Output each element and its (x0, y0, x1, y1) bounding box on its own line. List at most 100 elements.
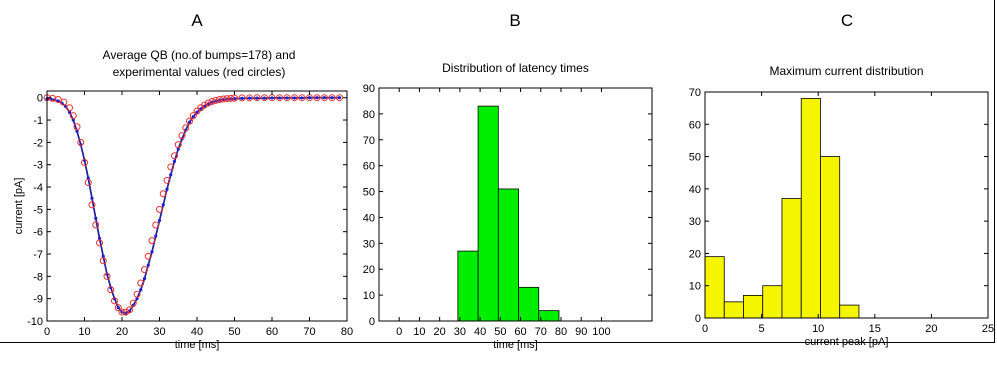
x-tick-label: 90 (575, 326, 587, 338)
experimental-circle (73, 123, 81, 131)
average-qb-line (46, 97, 340, 314)
x-tick-label: 70 (303, 326, 315, 338)
experimental-circle (84, 179, 92, 187)
experimental-circle (77, 138, 85, 146)
experimental-circle (163, 176, 171, 184)
panel-letter-A: A (191, 11, 203, 30)
x-tick-label: 30 (454, 326, 466, 338)
x-tick-label: 50 (494, 326, 506, 338)
experimental-circle (328, 94, 336, 102)
average-qb-point (157, 218, 162, 223)
y-tick-label: -10 (27, 316, 43, 328)
average-qb-point (71, 118, 75, 122)
y-tick-label: -6 (33, 227, 43, 239)
experimental-circle (148, 237, 156, 245)
experimental-circle (133, 290, 141, 298)
average-qb-point (116, 306, 120, 310)
x-tick-label: 60 (514, 326, 526, 338)
experimental-circle (126, 306, 133, 314)
y-tick-label: 50 (363, 187, 375, 199)
x-tick-label: 25 (982, 323, 994, 335)
y-tick-label: 10 (689, 281, 701, 293)
average-qb-point (262, 96, 267, 100)
y-tick-label: 40 (363, 212, 375, 224)
y-tick-label: 80 (363, 109, 375, 121)
experimental-circle (171, 152, 178, 160)
histogram-bar (704, 256, 725, 319)
fit-curve-line (46, 96, 340, 315)
average-qb-point (187, 120, 192, 124)
experimental-circle (66, 104, 73, 112)
experimental-circle (99, 257, 107, 265)
experimental-circle (122, 308, 130, 316)
histogram-bar (477, 105, 499, 322)
experimental-circle (253, 94, 261, 102)
histogram-bar (538, 310, 560, 322)
experimental-circle (246, 94, 253, 102)
average-qb-point (292, 96, 297, 100)
x-tick-label: 20 (434, 326, 446, 338)
average-qb-point (139, 288, 143, 292)
average-qb-point (56, 99, 60, 103)
experimental-circle (208, 97, 216, 105)
average-qb-point (142, 276, 147, 281)
x-tick-label: 10 (78, 326, 90, 338)
experimental-circle (114, 304, 122, 312)
y-tick-label: 30 (689, 216, 701, 228)
experimental-circle (201, 101, 208, 109)
y-tick-label: -9 (33, 294, 43, 306)
experimental-circle (88, 201, 96, 209)
experimental-circle (156, 205, 163, 213)
experimental-circle (321, 94, 328, 102)
average-qb-point (169, 173, 173, 177)
y-tick-label: 50 (689, 152, 701, 164)
experimental-circle (261, 94, 268, 102)
experimental-circle (219, 95, 227, 103)
experimental-circle (152, 221, 160, 229)
x-tick-label: 20 (116, 326, 128, 338)
experimental-circle (216, 95, 223, 103)
experimental-circle (54, 95, 62, 103)
histogram-bar (839, 304, 860, 319)
histogram-bar (820, 156, 841, 319)
x-axis-label: time [ms] (175, 339, 220, 351)
y-tick-label: 70 (689, 87, 701, 99)
x-axis-label: time [ms] (493, 339, 538, 351)
experimental-circle (313, 94, 321, 102)
y-tick-label: -8 (33, 271, 43, 283)
experimental-circle (298, 94, 306, 102)
plot-title-line: Average QB (no.of bumps=178) and (103, 48, 296, 62)
x-tick-label: 40 (474, 326, 486, 338)
experimental-circle (167, 163, 175, 171)
experimental-circle (178, 132, 186, 140)
average-qb-point (101, 254, 105, 258)
y-tick-label: 0 (369, 316, 375, 328)
histogram-bar (518, 286, 540, 322)
y-tick-label: -3 (33, 160, 43, 172)
y-tick-label: 0 (695, 313, 701, 325)
x-tick-label: 10 (812, 323, 824, 335)
y-tick-label: 60 (689, 119, 701, 131)
average-qb-point (135, 297, 139, 301)
y-tick-label: 10 (363, 290, 375, 302)
y-tick-label: -1 (33, 115, 43, 127)
experimental-circle (69, 112, 77, 120)
average-qb-point (67, 110, 72, 114)
x-tick-label: 30 (153, 326, 165, 338)
x-axis-label: current peak [pA] (805, 336, 889, 348)
experimental-circle (111, 297, 118, 305)
average-qb-point (90, 196, 94, 200)
y-tick-label: -7 (33, 249, 43, 261)
average-qb-point (161, 203, 165, 207)
histogram-bar (457, 250, 479, 322)
y-tick-label: -4 (33, 182, 43, 194)
figure-frame (0, 0, 995, 343)
experimental-circle (174, 141, 182, 149)
average-qb-point (270, 96, 274, 100)
experimental-circle (96, 239, 103, 247)
x-tick-label: 10 (413, 326, 425, 338)
histogram-bar (800, 98, 821, 319)
experimental-circle (186, 117, 193, 125)
axes-box (704, 91, 989, 319)
